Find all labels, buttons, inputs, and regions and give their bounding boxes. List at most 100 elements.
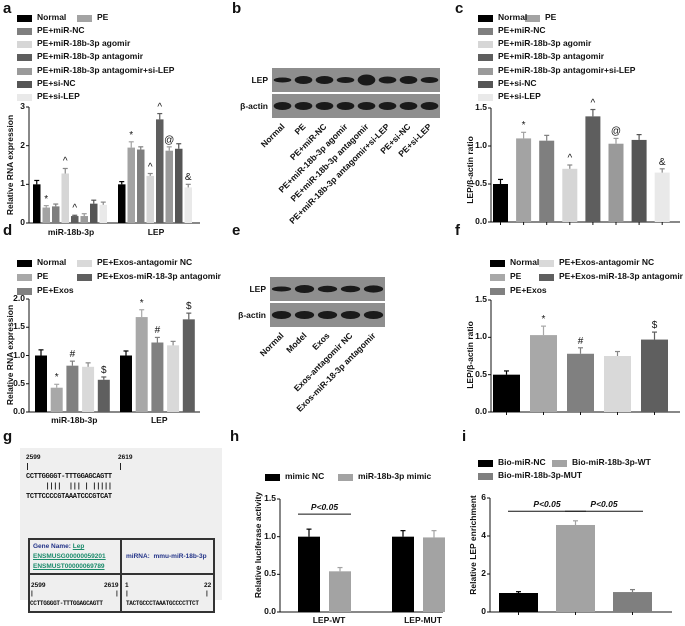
a-legend-label: Normal — [37, 12, 67, 22]
d-significance-mark: $ — [101, 364, 107, 376]
e-band — [317, 285, 338, 293]
b-blot-row-label: β-actin — [240, 101, 268, 111]
f-legend-swatch — [490, 260, 505, 267]
c-significance-mark: & — [658, 156, 666, 168]
target-prediction-box: 2599 2619 CCTTGGGGT-TTTGGAGCAGTT |||| ||… — [20, 448, 222, 613]
a-bar — [184, 187, 192, 223]
c-bar — [631, 139, 647, 222]
i-bar — [499, 593, 538, 612]
d-significance-mark: * — [139, 297, 144, 309]
f-y-axis-label: LEP/β-actin ratio — [465, 321, 475, 389]
c-legend-swatch — [478, 81, 493, 88]
a-significance-mark: & — [184, 172, 192, 184]
i-y-tick-label: 4 — [481, 530, 486, 540]
h-legend-swatch — [338, 474, 353, 481]
a-significance-mark: ^ — [62, 156, 68, 168]
a-y-tick-label: 1 — [20, 178, 25, 189]
i-p-value-label: P<0.05 — [590, 499, 618, 510]
panel-label-h: h — [230, 428, 240, 445]
gene-name-label: Gene Name: — [33, 543, 71, 550]
pairing-lines: |||| ||| | ||||| — [26, 483, 113, 491]
e-blot-row-label: β-actin — [238, 310, 266, 320]
a-y-tick-label: 2 — [20, 139, 25, 150]
b-blot-row-label: LEP — [251, 75, 268, 85]
d-y-tick-label: 0.0 — [13, 406, 25, 416]
a-legend-label: PE — [97, 12, 109, 22]
e-band — [271, 286, 292, 292]
b-band — [294, 76, 313, 84]
gene-name-link[interactable]: Lep — [72, 543, 85, 550]
c-y-tick-label: 1.0 — [475, 140, 487, 150]
c-y-tick-label: 0.0 — [475, 216, 487, 226]
d-legend-label: Normal — [37, 257, 67, 267]
divider — [30, 573, 213, 575]
a-bar — [156, 119, 164, 223]
e-blot-row-label: LEP — [249, 284, 266, 294]
h-y-axis-label: Relative luciferase activity — [253, 491, 263, 599]
b-band — [294, 102, 313, 110]
a-bar — [33, 184, 41, 223]
panel-label-c: c — [455, 0, 464, 17]
d-bar — [151, 342, 164, 412]
f-legend-swatch — [539, 260, 554, 267]
e-band — [363, 311, 384, 319]
f-legend-label: PE+Exos-miR-18-3p antagomir — [559, 271, 683, 281]
f-significance-mark: * — [541, 314, 546, 326]
b-band — [336, 102, 355, 110]
h-bar — [298, 536, 320, 612]
i-legend-label: Bio-miR-18b-3p-MUT — [498, 470, 583, 480]
f-y-tick-label: 0.0 — [475, 406, 487, 416]
a-category-label: miR-18b-3p — [47, 227, 95, 237]
b-band — [315, 76, 334, 84]
h-category-label: LEP-WT — [312, 615, 346, 625]
d-significance-mark: # — [154, 325, 161, 337]
f-y-tick-label: 0.5 — [475, 368, 487, 379]
a-legend-label: PE+si-LEP — [37, 91, 80, 101]
a-legend-label: PE+miR-18b-3p antagomir+si-LEP — [37, 65, 175, 75]
d-legend-swatch — [77, 274, 92, 281]
i-y-tick-label: 2 — [481, 568, 486, 578]
f-y-tick-label: 1.5 — [475, 294, 487, 304]
c-y-tick-label: 1.5 — [475, 102, 487, 112]
alignment-table: Gene Name: Lep ENSMUSG00000059201 ENSMUS… — [28, 538, 215, 613]
d-bar — [120, 355, 132, 412]
f-bar — [604, 356, 631, 412]
tick-mark — [120, 463, 121, 470]
c-legend-swatch — [478, 54, 493, 61]
gene-id-link[interactable]: ENSMUSG00000059201 — [33, 553, 106, 560]
d-y-axis-label: Relative RNA expression — [5, 304, 15, 406]
d-significance-mark: * — [54, 372, 59, 384]
d-y-tick-label: 1.0 — [13, 349, 25, 360]
a-y-tick-label: 3 — [20, 101, 25, 111]
c-bar — [516, 138, 532, 222]
e-band — [294, 311, 315, 319]
f-legend-swatch — [490, 288, 505, 295]
c-legend-swatch — [478, 41, 493, 48]
a-significance-mark: ^ — [147, 161, 153, 173]
c-legend-label: PE+si-NC — [498, 78, 537, 88]
c-bar — [539, 140, 555, 222]
transcript-id-link[interactable]: ENSMUST00000069789 — [33, 563, 105, 570]
a-bar — [52, 206, 60, 223]
f-legend-label: PE+Exos — [510, 285, 547, 295]
h-y-tick-label: 1.0 — [264, 530, 276, 541]
i-bar — [556, 524, 595, 612]
divider — [120, 540, 122, 611]
a-legend-swatch — [17, 28, 32, 35]
target-sequence: CCTTGGGGT-TTTGGAGCAGTT — [26, 473, 112, 481]
h-legend-label: miR-18b-3p mimic — [358, 471, 432, 481]
a-bar — [137, 149, 145, 223]
tick-mark — [27, 463, 28, 470]
f-significance-mark: # — [577, 335, 584, 347]
i-y-axis-label: Relative LEP enrichment — [468, 495, 478, 595]
c-y-tick-label: 0.5 — [475, 178, 487, 188]
a-legend-swatch — [17, 15, 32, 22]
h-y-tick-label: 0.5 — [264, 568, 276, 579]
b-band — [273, 77, 292, 83]
i-y-tick-label: 6 — [481, 492, 486, 502]
c-legend-label: PE+miR-18b-3p antagomir+si-LEP — [498, 65, 636, 75]
f-legend-swatch — [490, 274, 505, 281]
c-significance-mark: * — [521, 120, 526, 132]
c-legend-label: Normal — [498, 12, 528, 22]
